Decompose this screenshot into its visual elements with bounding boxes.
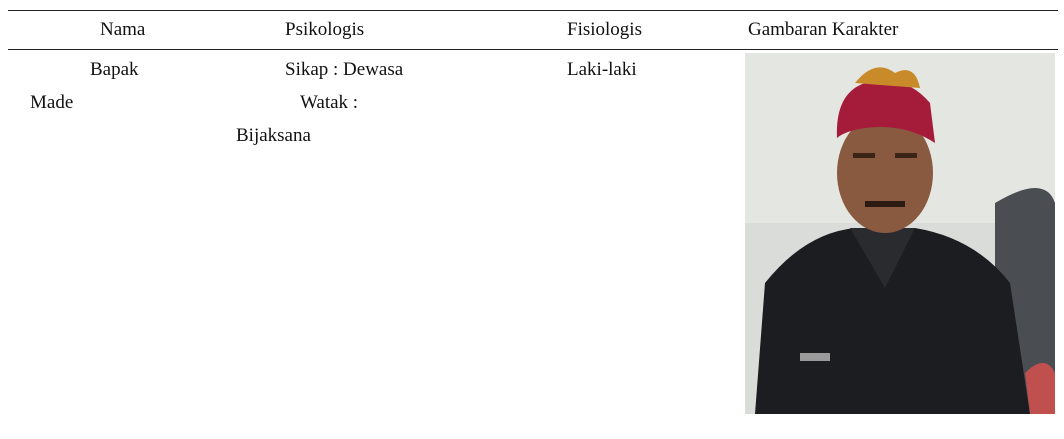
cell-line: Sikap : Dewasa	[285, 59, 403, 81]
character-photo	[745, 53, 1055, 414]
cell-line: Bijaksana	[236, 125, 311, 147]
header-rule	[8, 49, 1058, 50]
cell-line: Laki-laki	[567, 59, 637, 81]
table-top-rule	[8, 10, 1058, 11]
header-cell: Fisiologis	[567, 19, 642, 41]
cell-line: Bapak	[90, 59, 139, 81]
header-cell: Psikologis	[285, 19, 364, 41]
cell-line: Watak :	[300, 92, 358, 114]
page: {"table": { "header": ["Nama", "Psikolog…	[0, 0, 1064, 439]
header-cell: Gambaran Karakter	[748, 19, 898, 41]
header-cell: Nama	[100, 19, 145, 41]
cell-line: Made	[30, 92, 73, 114]
